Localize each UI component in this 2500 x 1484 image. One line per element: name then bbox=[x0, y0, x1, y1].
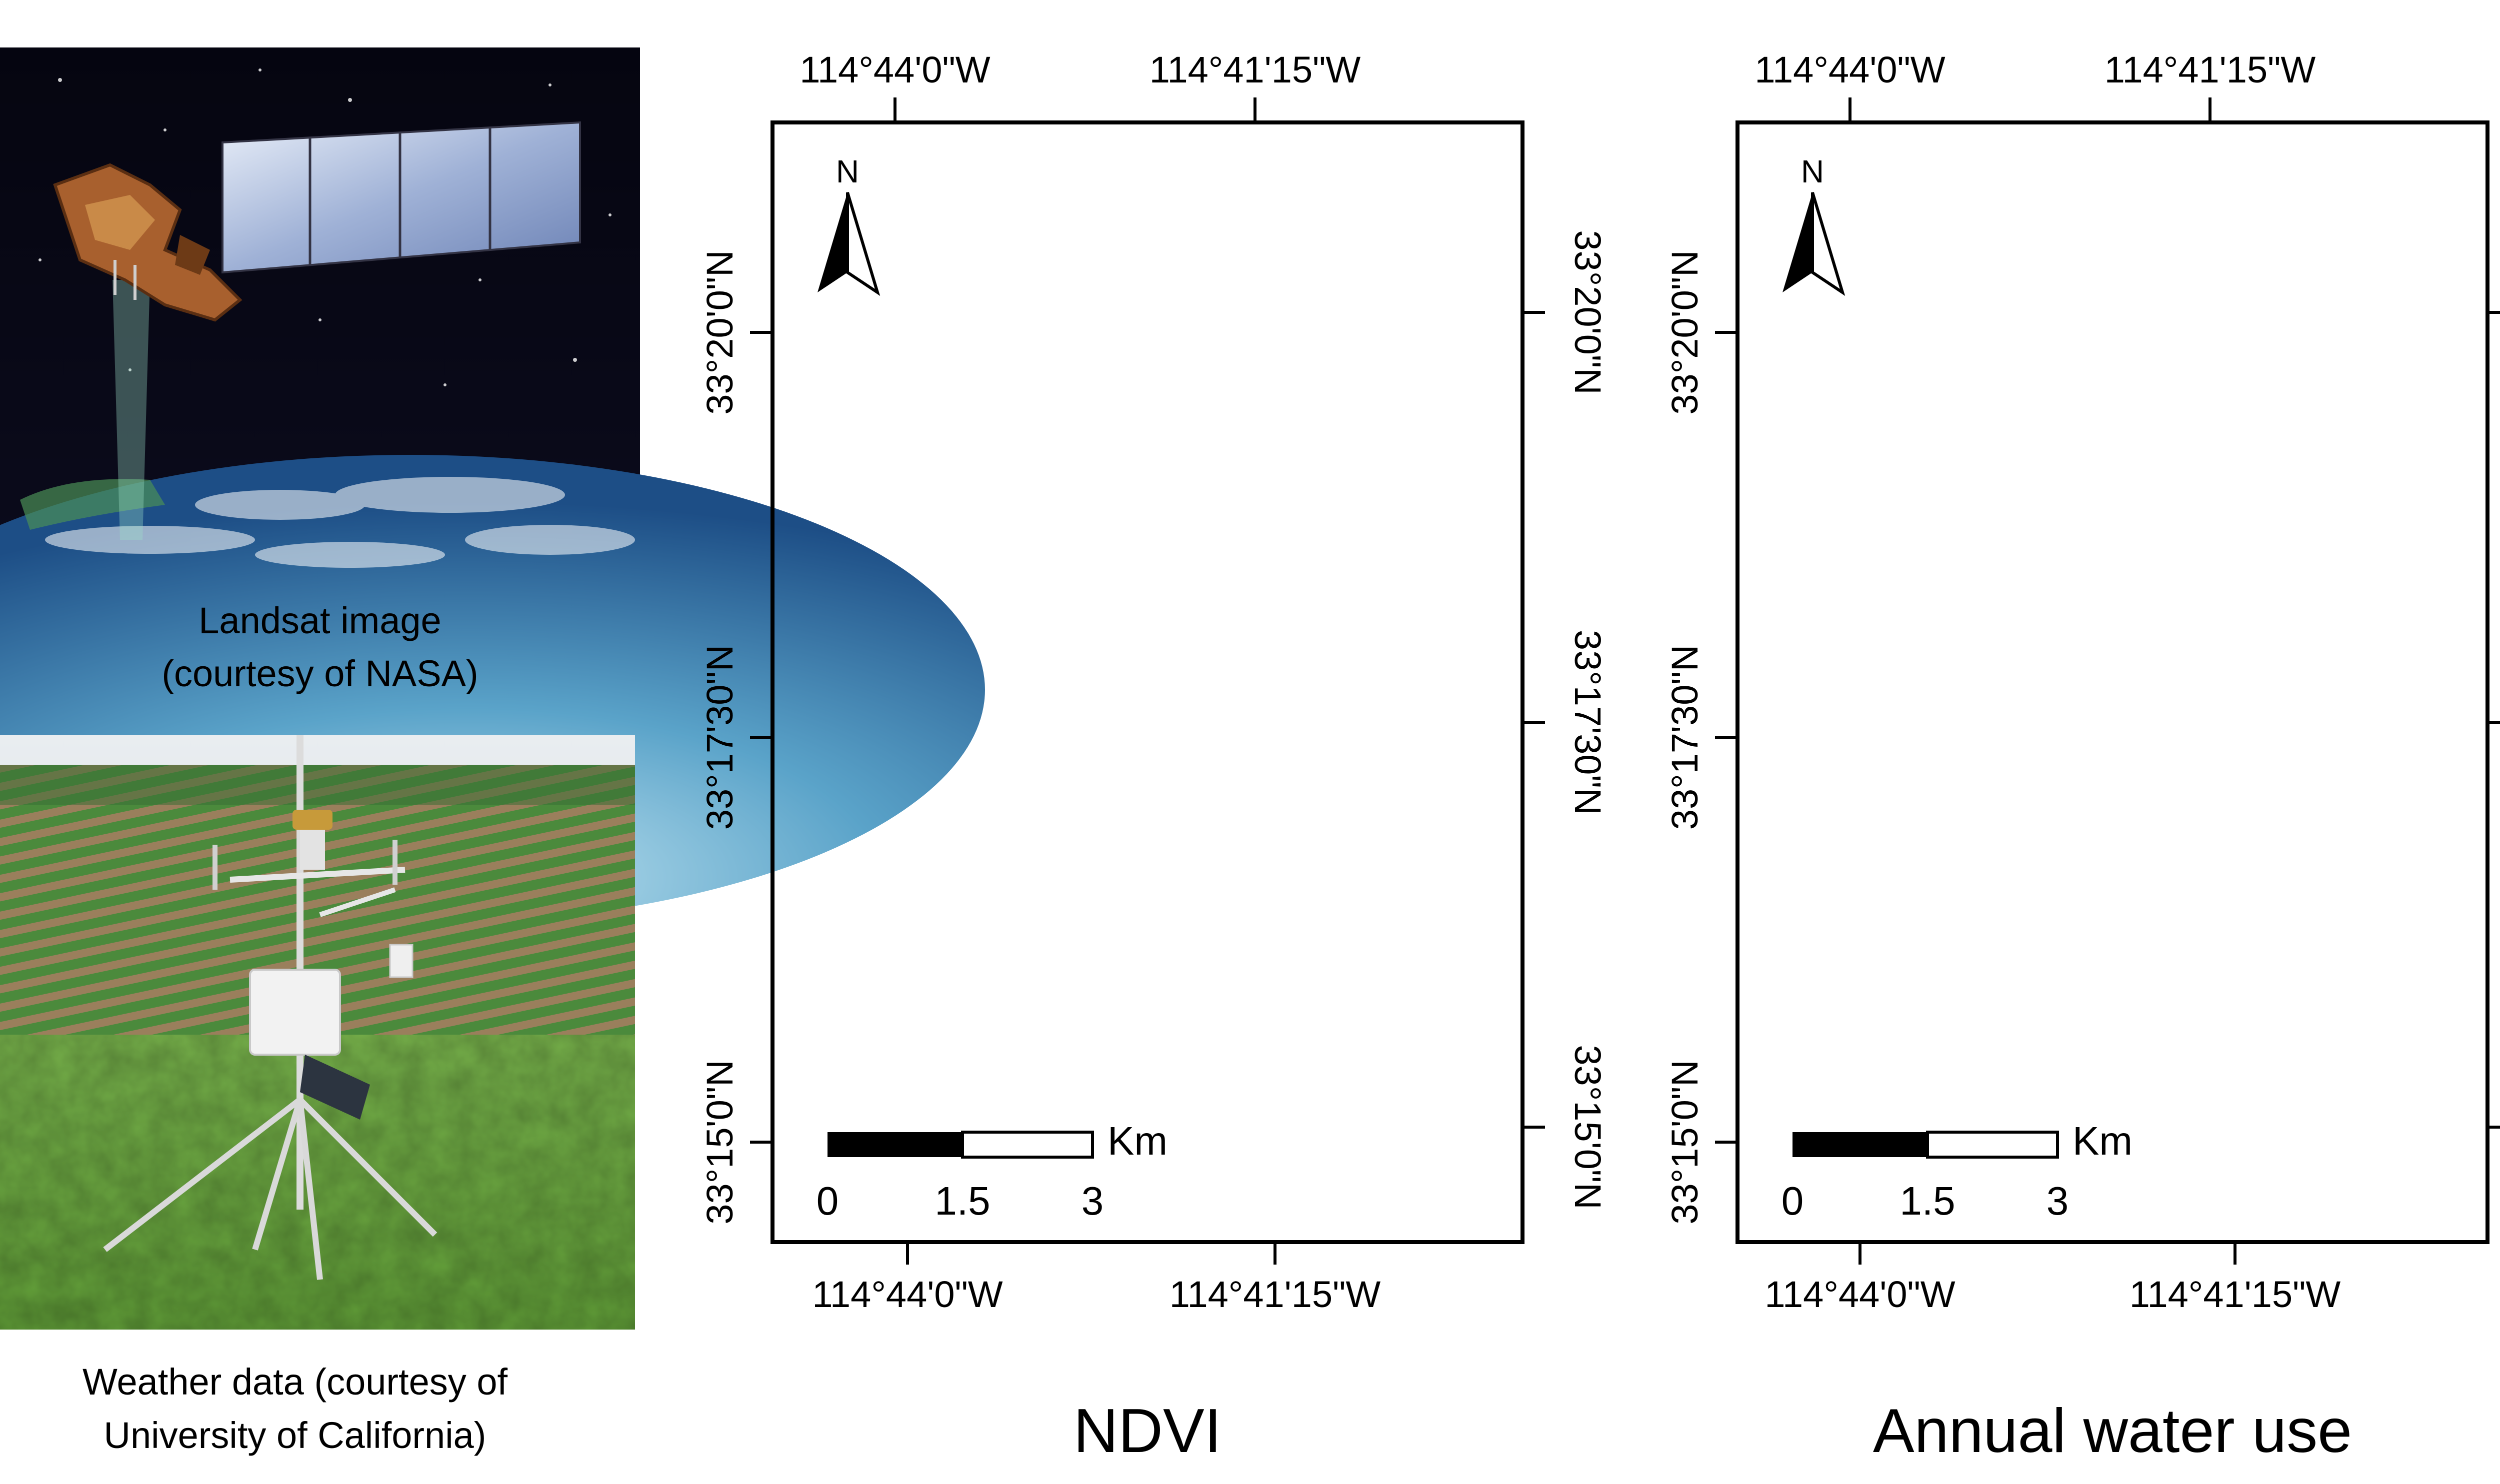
north-arrow: N bbox=[818, 153, 880, 296]
scale-unit: Km bbox=[2072, 1119, 2132, 1163]
map-panel-ndvi: N Km 0 1.5 3 114°44'0"W 114°41'15"W 114°44'0"W 1… bbox=[699, 49, 1608, 1466]
scale-bar-black-segment bbox=[1792, 1132, 1928, 1157]
scale-bar: Km 0 1.5 3 bbox=[816, 1119, 1168, 1223]
weather-caption-line2: University of California) bbox=[104, 1415, 486, 1456]
river-channel bbox=[2108, 122, 2328, 1242]
study-area-outline bbox=[1166, 242, 1382, 562]
river-channel-secondary bbox=[2232, 697, 2418, 1242]
latitude-label-left: 33°17'30"N bbox=[1664, 645, 1706, 830]
latitude-label-right: 33°15'0"N bbox=[1567, 1045, 1608, 1209]
map-title: NDVI bbox=[1074, 1397, 1222, 1466]
scale-bar-white-segment bbox=[961, 1131, 1094, 1159]
latitude-label-left: 33°15'0"N bbox=[699, 1060, 740, 1224]
north-label: N bbox=[836, 153, 859, 189]
longitude-label-top: 114°44'0"W bbox=[1754, 49, 1945, 90]
vegetation-patch bbox=[1902, 282, 2038, 432]
satellite-caption-line1: Landsat image bbox=[198, 600, 441, 641]
longitude-label-bottom: 114°44'0"W bbox=[1764, 1274, 1955, 1315]
study-area-outline bbox=[1890, 615, 2148, 812]
field-plot bbox=[1222, 177, 1242, 192]
latitude-label-left: 33°15'0"N bbox=[1664, 1060, 1706, 1224]
latitude-label-right: 33°20'0"N bbox=[1567, 230, 1608, 394]
north-arrow-right-half bbox=[846, 192, 880, 296]
north-arrow-left-half bbox=[818, 192, 848, 292]
scale-tick-label: 0 bbox=[816, 1179, 839, 1223]
study-area-outline bbox=[1006, 817, 1406, 1152]
latitude-label-left: 33°17'30"N bbox=[699, 645, 740, 830]
scale-bar-white-segment bbox=[1926, 1131, 2059, 1159]
scale-tick-label: 0 bbox=[1782, 1179, 1804, 1223]
field-plot bbox=[2238, 177, 2258, 192]
weather-station-photo bbox=[0, 735, 635, 1330]
north-arrow: N bbox=[1782, 153, 1846, 296]
field-plot bbox=[1072, 132, 1128, 157]
weather-caption-line1: Weather data (courtesy of bbox=[82, 1361, 508, 1403]
map-panel-annual-water-use: N Km 0 1.5 3 114°44'0"W 114°41'15"W 114°44'0"W 1… bbox=[1664, 49, 2500, 1466]
field-plot bbox=[1322, 177, 1342, 192]
vegetation-patch bbox=[1988, 847, 2262, 1005]
study-area-outline bbox=[1852, 242, 2098, 512]
floodplain-area bbox=[1828, 122, 2458, 1242]
longitude-label-bottom: 114°41'15"W bbox=[1170, 1274, 1381, 1315]
north-label: N bbox=[1801, 153, 1824, 189]
scale-tick-label: 3 bbox=[1082, 1179, 1104, 1223]
agricultural-block bbox=[1212, 132, 1362, 217]
map-background bbox=[1738, 122, 2488, 1242]
map-raster bbox=[1738, 122, 2488, 1242]
map-frame bbox=[1736, 120, 2490, 1244]
satellite-caption-line2: (courtesy of NASA) bbox=[162, 653, 478, 694]
vegetation-patch bbox=[2284, 997, 2362, 1242]
map-title: Annual water use bbox=[1873, 1397, 2352, 1466]
study-area-outline bbox=[928, 347, 1322, 612]
latitude-label-left: 33°20'0"N bbox=[1664, 250, 1706, 414]
longitude-label-top: 114°44'0"W bbox=[800, 49, 990, 90]
longitude-label-top: 114°41'15"W bbox=[1150, 49, 1361, 90]
vegetation-patch bbox=[1968, 478, 2188, 537]
field-plot bbox=[2038, 132, 2092, 157]
study-area-outline bbox=[2131, 242, 2348, 562]
field-plot bbox=[2188, 177, 2208, 192]
study-area-outline bbox=[888, 242, 1132, 512]
latitude-label-left: 33°20'0"N bbox=[699, 250, 740, 414]
agricultural-block bbox=[2178, 132, 2328, 217]
scale-tick-label: 1.5 bbox=[1900, 1179, 1955, 1223]
field-plot bbox=[1272, 177, 1292, 192]
longitude-label-top: 114°41'15"W bbox=[2104, 49, 2316, 90]
scale-bar: Km 0 1.5 3 bbox=[1782, 1119, 2132, 1223]
river-channel-secondary bbox=[1268, 697, 1452, 1242]
north-arrow-right-half bbox=[1811, 192, 1846, 296]
scale-tick-label: 3 bbox=[2046, 1179, 2069, 1223]
river-channel bbox=[1144, 122, 1362, 1242]
latitude-label-right: 33°17'30"N bbox=[1567, 630, 1608, 815]
longitude-label-bottom: 114°41'15"W bbox=[2130, 1274, 2341, 1315]
map-panels: N Km 0 1.5 3 114°44'0"W 114°41'15"W 114°44'0"W 1… bbox=[699, 49, 2500, 1466]
scale-bar-black-segment bbox=[828, 1132, 962, 1157]
longitude-label-bottom: 114°44'0"W bbox=[812, 1274, 1002, 1315]
scale-unit: Km bbox=[1108, 1119, 1168, 1163]
study-area-outline bbox=[1970, 817, 2370, 1152]
map-frame bbox=[770, 120, 1524, 1244]
study-area-outline bbox=[1892, 347, 2288, 612]
north-arrow-left-half bbox=[1782, 192, 1812, 292]
scale-tick-label: 1.5 bbox=[934, 1179, 990, 1223]
vegetation-patch bbox=[2148, 272, 2268, 402]
field-plot bbox=[2288, 177, 2308, 192]
